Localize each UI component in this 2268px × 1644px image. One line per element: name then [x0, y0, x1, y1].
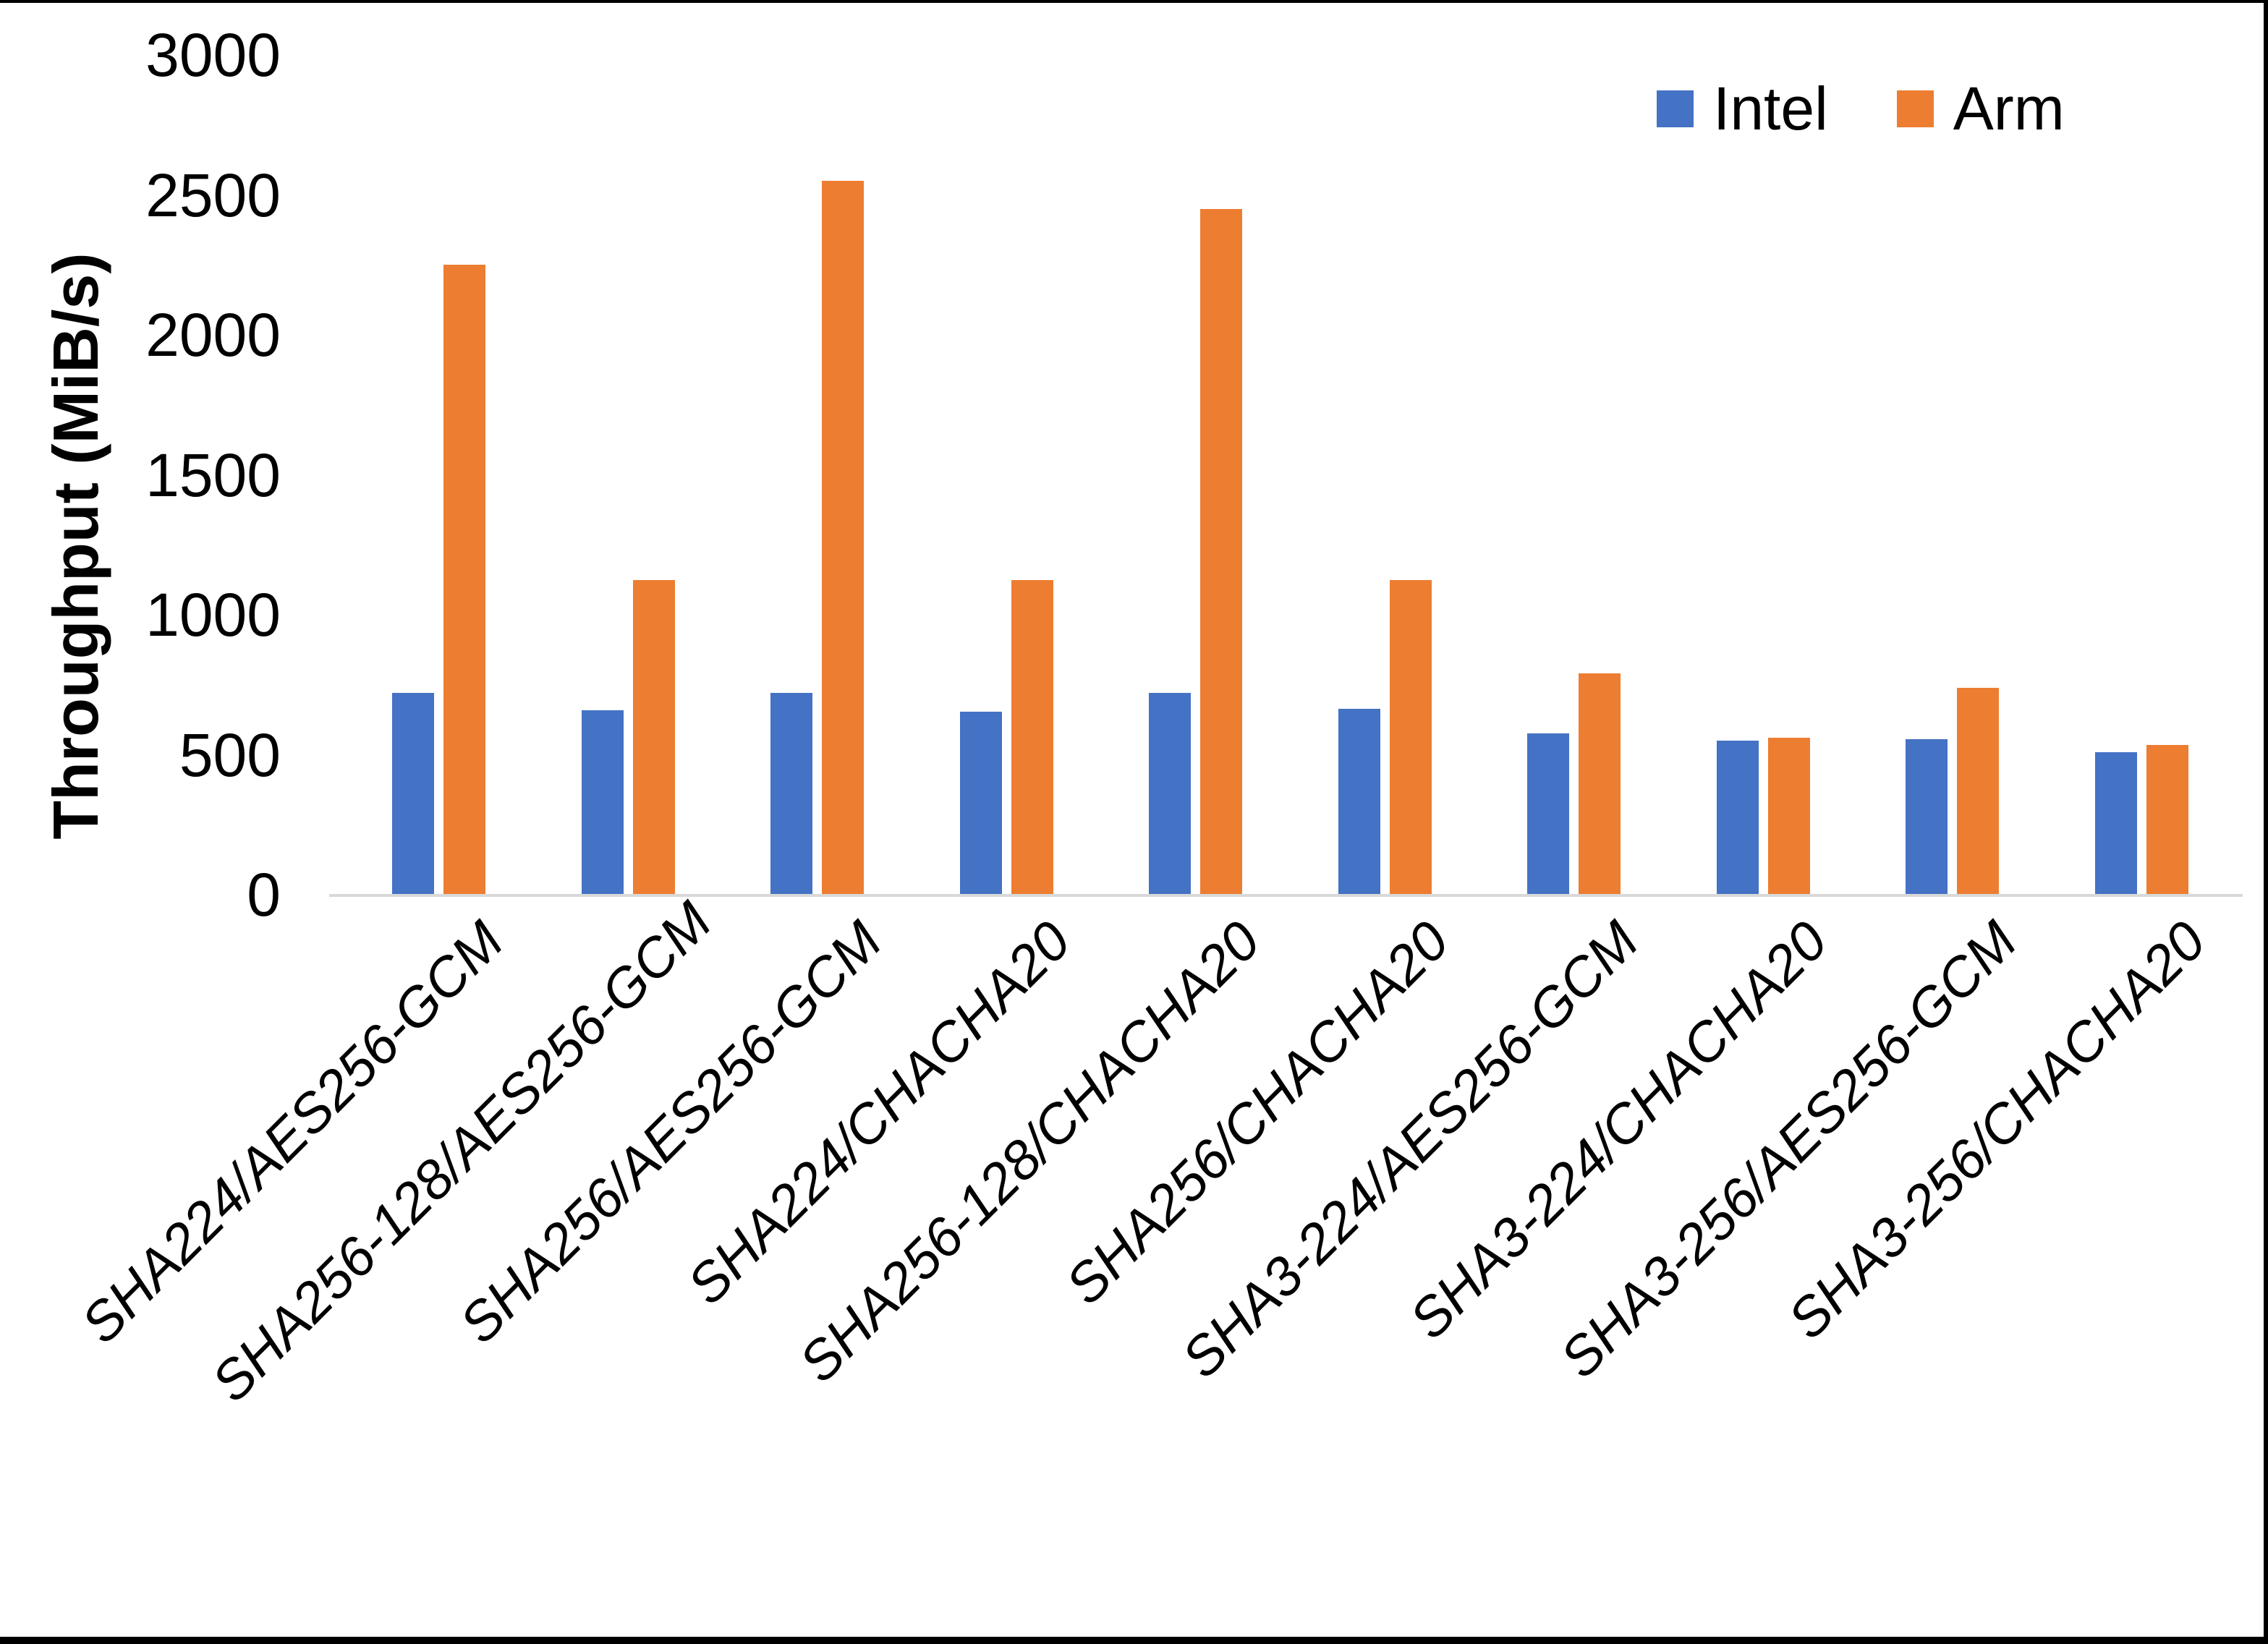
y-tick-label: 2000 — [145, 301, 281, 369]
y-tick-label: 2500 — [145, 161, 281, 229]
bar-intel — [1716, 741, 1759, 895]
bar-group — [912, 55, 1102, 895]
chart-legend: Intel Arm — [1657, 72, 2065, 145]
bar-intel — [1527, 733, 1570, 895]
legend-swatch-arm — [1896, 90, 1934, 127]
bar-intel — [2094, 751, 2137, 895]
bar-intel — [770, 693, 813, 895]
bar-intel — [392, 693, 435, 895]
y-tick-label: 1000 — [145, 581, 281, 649]
bar-group — [534, 55, 723, 895]
bar-arm — [443, 265, 486, 895]
bar-group — [1101, 55, 1291, 895]
bar-group — [1291, 55, 1480, 895]
y-tick-label: 3000 — [145, 21, 281, 89]
bar-intel — [959, 711, 1002, 895]
x-axis-line — [329, 894, 2243, 897]
bar-arm — [1200, 208, 1243, 895]
bar-group — [1669, 55, 1859, 895]
bar-arm — [2146, 744, 2188, 895]
y-tick-label: 0 — [247, 861, 281, 929]
bar-group — [1479, 55, 1669, 895]
bar-arm — [1389, 579, 1432, 895]
bar-intel — [1906, 739, 1948, 895]
bar-arm — [822, 181, 865, 895]
legend-item: Intel — [1657, 72, 1828, 145]
bar-group — [723, 55, 912, 895]
bar-arm — [632, 579, 675, 895]
legend-label: Arm — [1953, 74, 2065, 142]
bar-arm — [1767, 738, 1810, 895]
bar-group — [344, 55, 534, 895]
bar-intel — [581, 710, 624, 895]
bar-group — [1858, 55, 2047, 895]
legend-label: Intel — [1713, 74, 1828, 142]
y-tick-label: 500 — [179, 720, 281, 789]
bar-arm — [1957, 687, 2000, 895]
plot-area — [344, 55, 2236, 895]
legend-item: Arm — [1896, 72, 2065, 145]
bar-arm — [1011, 579, 1053, 895]
bar-intel — [1149, 693, 1192, 895]
bar-arm — [1579, 673, 1621, 895]
bar-group — [2047, 55, 2237, 895]
y-tick-label: 1500 — [145, 440, 281, 509]
legend-swatch-intel — [1657, 90, 1694, 127]
bar-intel — [1338, 708, 1380, 895]
